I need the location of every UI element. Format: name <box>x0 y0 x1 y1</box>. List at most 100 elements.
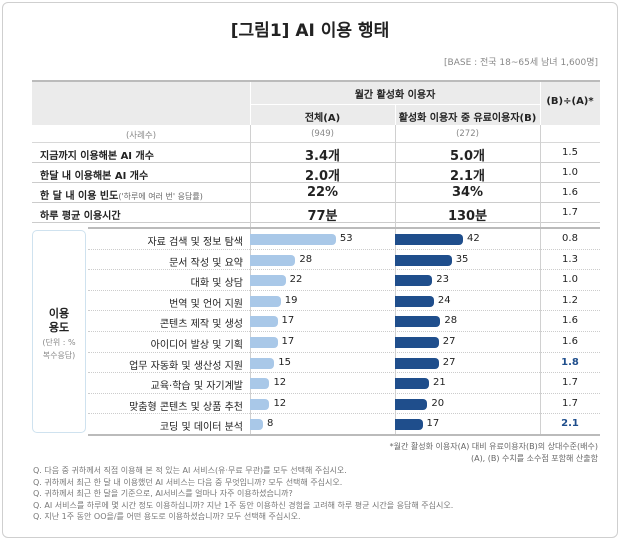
bar-b-label: 28 <box>444 315 458 327</box>
value-b: 34% <box>451 185 484 200</box>
bar-b-label: 42 <box>467 233 480 244</box>
category-label: 대화 및 상담 <box>190 278 243 290</box>
bar-b-label: 20 <box>431 397 445 409</box>
bar-a-label: 15 <box>278 356 292 368</box>
bar-a <box>250 378 270 390</box>
bar-a-label: 17 <box>281 315 295 327</box>
ratio-value: 2.1 <box>561 418 579 430</box>
bar-b <box>395 234 464 245</box>
footnote: *월간 활성화 이용자(A) 대비 유료이용자(B)의 상대수준(배수) <box>389 442 598 451</box>
ratio-value: 1.8 <box>561 356 579 368</box>
usage-row: 코딩 및 데이터 분석 8 17 2.1 <box>88 414 600 435</box>
bar-b <box>395 357 439 369</box>
row-label: 지금까지 이용해본 AI 개수 <box>40 151 154 162</box>
category-label: 콘텐츠 제작 및 생성 <box>159 319 243 331</box>
bar-a <box>250 254 296 266</box>
question-note: Q. 다음 중 귀하께서 직접 이용해 본 적 있는 AI 서비스(유·무료 무… <box>33 466 347 475</box>
usage-row: 문서 작성 및 요약 28 35 1.3 <box>88 250 600 271</box>
ratio-value: 1.3 <box>562 253 578 265</box>
question-note: Q. 귀하께서 최근 한 달을 기준으로, AI서비스를 얼마나 자주 이용하셨… <box>33 489 293 499</box>
ratio-value: 1.6 <box>562 315 578 327</box>
ratio-value: 1.7 <box>562 377 578 389</box>
value-b: 2.1개 <box>450 169 485 184</box>
usage-row: 번역 및 언어 지원 19 24 1.2 <box>88 291 600 312</box>
table-header: 월간 활성화 이용자 전체(A) 활성화 이용자 중 유료이용자(B) (B)÷… <box>32 80 600 125</box>
category-label: 업무 자동화 및 생산성 지원 <box>129 360 243 372</box>
row-label: 한달 내 이용해본 AI 개수 <box>40 171 149 182</box>
usage-label-box: 이용 용도 (단위 : % 복수응답) <box>32 230 86 433</box>
bar-b-label: 21 <box>433 377 446 389</box>
bar-a-label: 22 <box>289 274 303 286</box>
value-a: 2.0개 <box>305 169 340 184</box>
bar-b-label: 27 <box>442 356 456 368</box>
bar-b-label: 27 <box>442 336 456 347</box>
value-a: 77분 <box>307 209 338 224</box>
count-a: (949) <box>311 129 334 139</box>
ratio-value: 0.8 <box>562 233 578 244</box>
bar-a <box>250 316 278 328</box>
table-row: 하루 평균 이용시간 77분 130분 1.7 <box>32 203 600 224</box>
question-note: Q. 지난 1주 동안 OO을/를 어떤 용도로 이용하셨습니까? 모두 선택해… <box>33 512 301 522</box>
bar-b <box>395 275 433 287</box>
bar-b <box>395 295 434 307</box>
usage-row: 교육·학습 및 자기계발 12 21 1.7 <box>88 373 600 394</box>
bar-a <box>250 275 286 287</box>
bar-b <box>395 316 441 328</box>
divider <box>540 125 541 435</box>
ratio-value: 1.0 <box>562 274 578 286</box>
ratio-value: 1.7 <box>562 397 578 409</box>
ratio-value: 1.6 <box>562 336 578 347</box>
bar-b-label: 35 <box>455 253 469 265</box>
bar-a <box>250 337 278 348</box>
bar-a-label: 53 <box>339 233 353 244</box>
bar-b <box>395 337 439 348</box>
count-label: (사례수) <box>125 131 157 141</box>
category-label: 자료 검색 및 정보 탐색 <box>147 237 243 248</box>
value-a: 22% <box>306 185 339 200</box>
usage-row: 콘텐츠 제작 및 생성 17 28 1.6 <box>88 311 600 332</box>
count-b: (272) <box>456 129 479 139</box>
table-row: 한달 내 이용해본 AI 개수 2.0개 2.1개 1.0 <box>32 163 600 184</box>
bar-a <box>250 234 336 245</box>
table-row: 지금까지 이용해본 AI 개수 3.4개 5.0개 1.5 <box>32 143 600 164</box>
value-b: 130분 <box>447 209 488 224</box>
bar-b <box>395 419 423 431</box>
row-label: 하루 평균 이용시간 <box>40 211 121 222</box>
bar-a-label: 12 <box>273 377 287 389</box>
usage-row: 맞춤형 콘텐츠 및 상품 추천 12 20 1.7 <box>88 394 600 415</box>
category-label: 맞춤형 콘텐츠 및 상품 추천 <box>129 401 243 413</box>
bar-b <box>395 254 452 266</box>
value-a: 3.4개 <box>305 149 340 164</box>
question-note: Q. 귀하께서 최근 한 달 내 이용했던 AI 서비스는 다음 중 무엇입니까… <box>33 477 343 487</box>
header-col-b: 활성화 이용자 중 유료이용자(B) <box>398 113 537 124</box>
value-ratio: 1.5 <box>562 147 578 158</box>
usage-row: 업무 자동화 및 생산성 지원 15 27 1.8 <box>88 353 600 374</box>
header-group: 월간 활성화 이용자 <box>354 90 436 101</box>
bar-a <box>250 295 281 307</box>
category-label: 번역 및 언어 지원 <box>169 298 243 310</box>
value-ratio: 1.0 <box>562 167 578 178</box>
question-note: Q. AI 서비스를 하루에 몇 시간 정도 이용하십니까? 지난 1주 동안 … <box>33 500 454 510</box>
bar-a-label: 19 <box>284 294 298 306</box>
bar-b <box>395 378 430 390</box>
category-label: 문서 작성 및 요약 <box>169 257 243 269</box>
bar-a-label: 8 <box>266 418 274 430</box>
bar-b-label: 23 <box>436 274 449 286</box>
value-ratio: 1.7 <box>562 207 578 218</box>
bar-a-label: 12 <box>273 397 287 409</box>
bar-a-label: 28 <box>299 253 313 265</box>
bar-a <box>250 357 275 369</box>
bar-b <box>395 398 428 410</box>
usage-row: 대화 및 상담 22 23 1.0 <box>88 270 600 291</box>
figure-title: [그림1] AI 이용 행태 <box>230 21 390 41</box>
base-note: [BASE : 전국 18~65세 남녀 1,600명] <box>444 58 598 68</box>
header-col-a: 전체(A) <box>304 113 341 124</box>
category-label: 코딩 및 데이터 분석 <box>159 422 243 434</box>
ratio-value: 1.2 <box>562 294 578 306</box>
value-ratio: 1.6 <box>562 187 578 198</box>
category-label: 교육·학습 및 자기계발 <box>150 381 243 393</box>
bar-a-label: 17 <box>281 336 295 347</box>
bar-a <box>250 398 270 410</box>
bar-b-label: 24 <box>437 294 451 306</box>
